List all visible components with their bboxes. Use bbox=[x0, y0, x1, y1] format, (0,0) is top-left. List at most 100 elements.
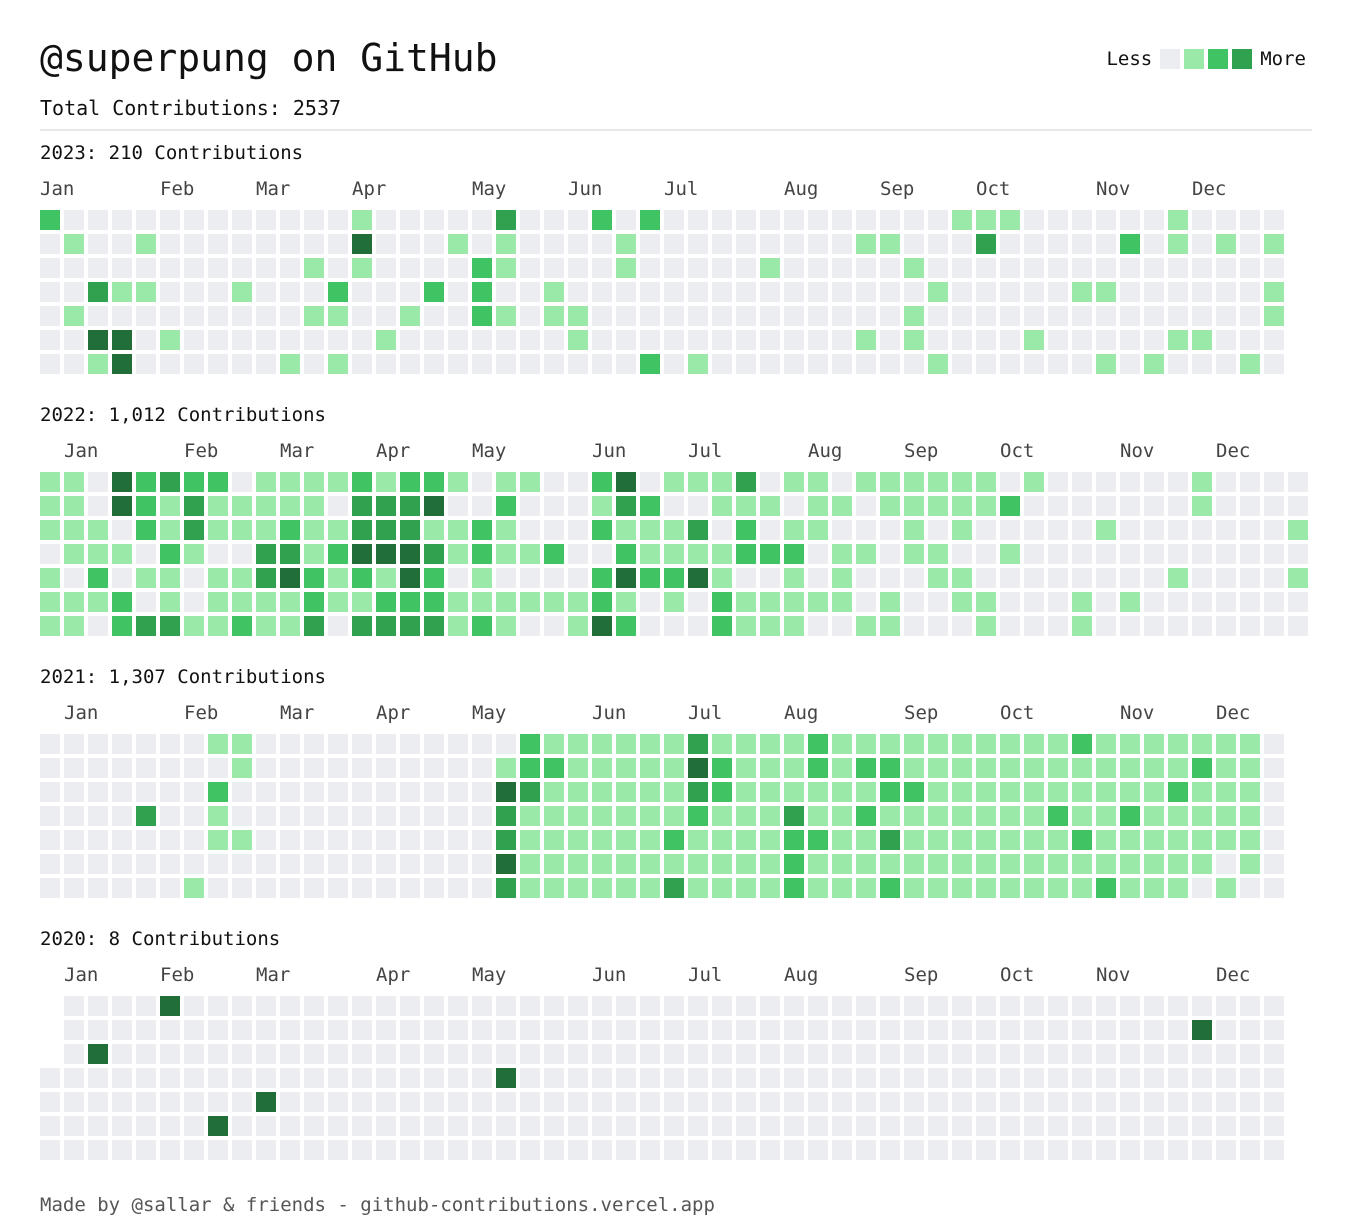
day-cell bbox=[160, 758, 180, 778]
day-cell bbox=[1240, 734, 1260, 754]
day-cell bbox=[688, 878, 708, 898]
day-cell bbox=[448, 472, 468, 492]
day-cell bbox=[712, 616, 732, 636]
day-cell bbox=[232, 496, 252, 516]
day-cell bbox=[1144, 306, 1164, 326]
day-cell bbox=[328, 306, 348, 326]
day-cell bbox=[760, 616, 780, 636]
day-cell bbox=[160, 568, 180, 588]
day-cell bbox=[1240, 1140, 1260, 1160]
day-cell bbox=[784, 520, 804, 540]
day-cell bbox=[352, 306, 372, 326]
day-cell bbox=[208, 878, 228, 898]
day-cell bbox=[1192, 520, 1212, 540]
day-cell bbox=[520, 734, 540, 754]
day-cell bbox=[376, 616, 396, 636]
day-cell bbox=[832, 1116, 852, 1136]
day-cell bbox=[952, 1140, 972, 1160]
day-cell bbox=[280, 806, 300, 826]
day-cell bbox=[1048, 996, 1068, 1016]
day-cell bbox=[688, 758, 708, 778]
day-cell bbox=[1024, 806, 1044, 826]
month-label-jan: Jan bbox=[64, 440, 99, 462]
day-cell bbox=[640, 1044, 660, 1064]
day-cell bbox=[568, 996, 588, 1016]
day-cell bbox=[496, 210, 516, 230]
day-cell bbox=[256, 1020, 276, 1040]
day-cell bbox=[664, 234, 684, 254]
day-cell bbox=[520, 1068, 540, 1088]
day-cell bbox=[904, 782, 924, 802]
day-cell bbox=[1072, 496, 1092, 516]
day-cell bbox=[64, 1092, 84, 1112]
day-cell bbox=[112, 306, 132, 326]
day-cell bbox=[592, 1140, 612, 1160]
day-cell bbox=[256, 616, 276, 636]
day-cell bbox=[664, 1116, 684, 1136]
day-cell bbox=[232, 1116, 252, 1136]
day-cell bbox=[640, 616, 660, 636]
day-cell bbox=[1144, 210, 1164, 230]
day-cell bbox=[904, 282, 924, 302]
day-cell bbox=[568, 806, 588, 826]
day-cell bbox=[232, 830, 252, 850]
month-labels: Jan Feb Mar Apr May Jun Jul Aug Sep Oct Nov Dec bbox=[40, 440, 1312, 464]
day-cell bbox=[256, 758, 276, 778]
day-cell bbox=[1096, 330, 1116, 350]
day-cell bbox=[1192, 878, 1212, 898]
day-cell bbox=[544, 616, 564, 636]
day-cell bbox=[808, 830, 828, 850]
day-cell bbox=[424, 568, 444, 588]
day-cell bbox=[232, 258, 252, 278]
day-cell bbox=[328, 520, 348, 540]
day-cell bbox=[784, 282, 804, 302]
day-cell bbox=[400, 282, 420, 302]
day-cell bbox=[376, 734, 396, 754]
day-cell bbox=[688, 734, 708, 754]
day-cell bbox=[640, 306, 660, 326]
day-cell bbox=[592, 354, 612, 374]
day-cell bbox=[1168, 330, 1188, 350]
day-cell bbox=[760, 782, 780, 802]
day-cell bbox=[1072, 782, 1092, 802]
day-cell bbox=[88, 806, 108, 826]
day-cell bbox=[1192, 996, 1212, 1016]
day-cell bbox=[1072, 568, 1092, 588]
day-cell bbox=[688, 854, 708, 874]
month-label-apr: Apr bbox=[376, 964, 411, 986]
day-cell bbox=[64, 568, 84, 588]
day-cell bbox=[952, 330, 972, 350]
day-cell bbox=[112, 330, 132, 350]
day-cell bbox=[160, 258, 180, 278]
day-cell bbox=[400, 758, 420, 778]
day-cell bbox=[1240, 854, 1260, 874]
day-cell bbox=[304, 544, 324, 564]
day-cell bbox=[280, 1092, 300, 1112]
day-cell bbox=[664, 282, 684, 302]
day-cell bbox=[976, 830, 996, 850]
day-cell bbox=[280, 878, 300, 898]
day-cell bbox=[904, 258, 924, 278]
day-cell bbox=[1120, 472, 1140, 492]
day-cell bbox=[304, 734, 324, 754]
day-cell bbox=[592, 306, 612, 326]
day-cell bbox=[448, 1068, 468, 1088]
day-cell bbox=[376, 330, 396, 350]
day-cell bbox=[1120, 1068, 1140, 1088]
day-cell bbox=[568, 1020, 588, 1040]
day-cell bbox=[136, 1092, 156, 1112]
day-cell bbox=[616, 1092, 636, 1112]
day-cell bbox=[520, 496, 540, 516]
day-cell bbox=[256, 306, 276, 326]
month-label-jun: Jun bbox=[592, 440, 627, 462]
day-cell bbox=[976, 520, 996, 540]
day-cell bbox=[736, 782, 756, 802]
day-cell bbox=[1168, 472, 1188, 492]
day-cell bbox=[832, 520, 852, 540]
day-cell bbox=[904, 306, 924, 326]
day-cell bbox=[904, 520, 924, 540]
day-cell bbox=[1072, 544, 1092, 564]
day-cell bbox=[424, 758, 444, 778]
day-cell bbox=[904, 234, 924, 254]
day-cell bbox=[160, 1116, 180, 1136]
